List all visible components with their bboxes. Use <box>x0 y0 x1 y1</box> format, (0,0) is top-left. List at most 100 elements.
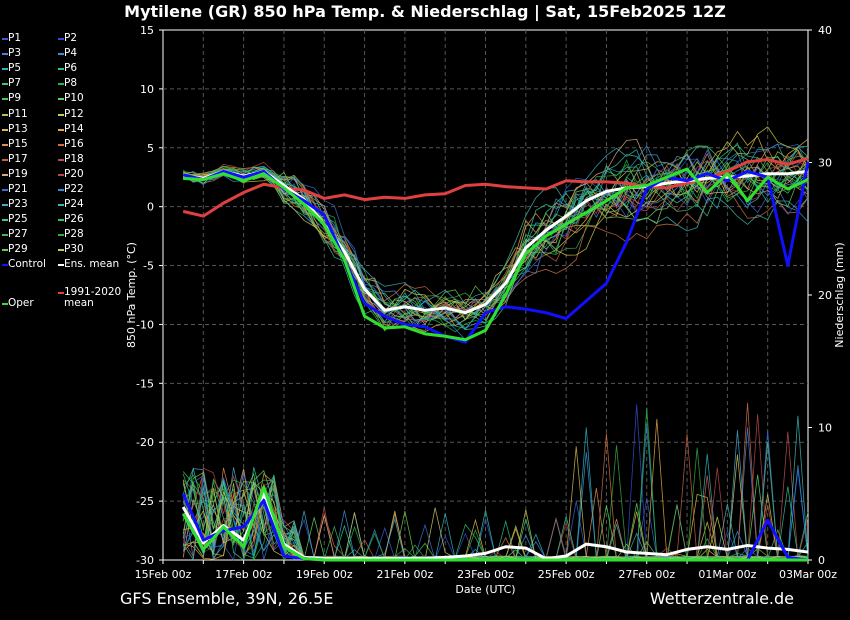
legend-label: P10 <box>64 92 84 105</box>
legend-swatch <box>58 53 64 56</box>
y-right-axis-label: Niederschlag (mm) <box>833 242 846 347</box>
legend-item: P8 <box>58 77 78 90</box>
legend-label: 1991-2020 mean <box>64 286 122 309</box>
legend-swatch <box>2 53 8 56</box>
legend-swatch <box>2 98 8 101</box>
legend-swatch <box>58 38 64 40</box>
legend-item: P12 <box>58 107 84 120</box>
legend-item: P26 <box>58 214 84 225</box>
legend-item: P2 <box>58 33 77 44</box>
legend-item: P27 <box>2 228 28 241</box>
y-left-tick-label: -30 <box>136 554 154 567</box>
x-tick-label: 25Feb 00z <box>538 568 595 581</box>
member-precip-line <box>182 467 809 561</box>
legend-label: P25 <box>8 213 28 226</box>
legend-item: P29 <box>2 243 28 256</box>
legend-label: Control <box>8 258 46 270</box>
member-precip-line <box>182 467 809 561</box>
oper-precip-line <box>181 485 808 562</box>
legend-swatch <box>2 38 8 40</box>
legend-swatch <box>58 113 64 116</box>
legend-swatch <box>2 128 8 131</box>
legend-swatch <box>2 204 8 207</box>
legend-item: 1991-2020 mean <box>58 286 122 309</box>
member-line <box>182 145 809 310</box>
legend-swatch <box>2 158 8 161</box>
y-left-axis-label: 850 hPa Temp. (°C) <box>125 242 138 348</box>
legend-swatch <box>58 68 64 71</box>
legend-swatch <box>58 189 64 191</box>
legend-swatch <box>58 98 64 101</box>
legend-swatch <box>2 113 8 116</box>
member-line <box>182 165 809 327</box>
legend-item: P21 <box>2 183 28 195</box>
legend-item: P11 <box>2 107 28 120</box>
y-left-tick-label: -20 <box>136 436 154 449</box>
legend-label: P24 <box>64 198 84 211</box>
y-left-tick-label: 5 <box>147 142 154 155</box>
legend-label: P9 <box>8 92 22 105</box>
ens-mean-line <box>182 169 809 315</box>
x-tick-label: 03Mar 00z <box>779 568 837 581</box>
legend-label: P27 <box>8 228 28 241</box>
y-right-tick-label: 40 <box>818 24 832 37</box>
legend-item: P28 <box>58 229 84 240</box>
legend-swatch <box>58 219 64 222</box>
legend-label: P8 <box>64 77 78 90</box>
legend-item: P10 <box>58 92 84 105</box>
legend-label: P21 <box>8 183 28 195</box>
legend-label: Ens. mean <box>64 258 120 270</box>
legend-swatch <box>58 173 64 176</box>
legend-swatch <box>2 219 8 222</box>
y-left-tick-label: -10 <box>136 318 154 331</box>
legend-label: P14 <box>64 122 84 135</box>
legend-item: P19 <box>2 167 28 180</box>
legend-item: P30 <box>58 243 84 256</box>
legend-label: P22 <box>64 183 84 195</box>
legend-label: P29 <box>8 243 28 256</box>
member-line <box>183 156 809 331</box>
legend-label: P11 <box>8 107 28 120</box>
y-right-tick-label: 30 <box>818 157 832 170</box>
legend-label: P4 <box>64 47 78 60</box>
legend-swatch <box>2 83 8 86</box>
legend-swatch <box>58 204 64 207</box>
legend-label: P12 <box>64 107 84 120</box>
legend-swatch <box>2 303 8 305</box>
y-left-tick-label: -25 <box>136 495 154 508</box>
legend-label: P18 <box>64 152 84 165</box>
legend-label: P3 <box>8 47 22 60</box>
legend-label: P7 <box>8 77 22 90</box>
x-tick-label: 01Mar 00z <box>698 568 756 581</box>
legend-swatch <box>58 143 64 146</box>
legend-label: Oper <box>8 297 34 309</box>
legend-label: P16 <box>64 137 84 150</box>
legend-item: P23 <box>2 199 28 210</box>
footer-source: GFS Ensemble, 39N, 26.5E <box>120 589 334 608</box>
legend-swatch <box>58 128 64 131</box>
legend-item: P6 <box>58 62 78 75</box>
legend-swatch <box>2 189 8 191</box>
legend-item: P24 <box>58 198 84 211</box>
x-tick-label: 15Feb 00z <box>135 568 192 581</box>
legend-swatch <box>58 83 64 86</box>
legend-label: P30 <box>64 243 84 256</box>
legend-item: P14 <box>58 122 84 135</box>
legend-item: P18 <box>58 152 84 165</box>
legend-label: P19 <box>8 167 28 180</box>
y-right-tick-label: 0 <box>818 554 825 567</box>
legend-swatch <box>58 249 64 252</box>
x-tick-label: 19Feb 00z <box>296 568 353 581</box>
legend-swatch <box>2 249 8 252</box>
member-precip-line <box>182 441 809 561</box>
legend-label: P13 <box>8 122 28 135</box>
ens-mean-precip-line <box>181 492 809 561</box>
legend-item: P9 <box>2 92 22 105</box>
legend-item: P17 <box>2 153 28 165</box>
y-right-tick-label: 10 <box>818 422 832 435</box>
legend-item: P15 <box>2 138 28 150</box>
legend-label: P6 <box>64 62 78 75</box>
legend-swatch <box>2 143 8 146</box>
member-line <box>182 173 809 331</box>
